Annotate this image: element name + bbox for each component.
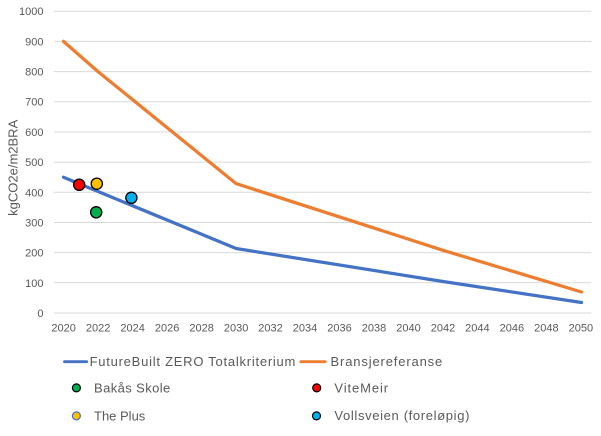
- svg-text:2044: 2044: [465, 323, 489, 335]
- svg-text:2042: 2042: [431, 323, 455, 335]
- svg-text:600: 600: [25, 127, 43, 139]
- svg-text:2038: 2038: [362, 323, 386, 335]
- svg-text:0: 0: [37, 308, 43, 320]
- svg-text:2030: 2030: [224, 323, 248, 335]
- svg-text:2028: 2028: [189, 323, 213, 335]
- svg-text:FutureBuilt ZERO Totalkriteriu: FutureBuilt ZERO Totalkriterium: [90, 354, 297, 369]
- svg-text:2022: 2022: [86, 323, 110, 335]
- svg-text:800: 800: [25, 67, 43, 79]
- svg-text:Bakås Skole: Bakås Skole: [94, 381, 171, 396]
- svg-text:kgCO2e/m2BRA: kgCO2e/m2BRA: [6, 119, 21, 215]
- svg-text:2032: 2032: [258, 323, 282, 335]
- svg-text:200: 200: [25, 248, 43, 260]
- svg-text:700: 700: [25, 97, 43, 109]
- svg-text:500: 500: [25, 157, 43, 169]
- svg-text:300: 300: [25, 218, 43, 230]
- svg-text:400: 400: [25, 187, 43, 199]
- svg-text:1000: 1000: [19, 6, 43, 18]
- svg-text:2036: 2036: [327, 323, 351, 335]
- svg-text:2040: 2040: [396, 323, 420, 335]
- svg-text:900: 900: [25, 36, 43, 48]
- svg-text:2020: 2020: [51, 323, 75, 335]
- svg-text:100: 100: [25, 278, 43, 290]
- svg-text:Vollsveien (foreløpig): Vollsveien (foreløpig): [334, 408, 470, 423]
- svg-text:2050: 2050: [569, 323, 593, 335]
- svg-text:The Plus: The Plus: [94, 408, 146, 423]
- svg-text:ViteMeir: ViteMeir: [334, 381, 389, 396]
- svg-text:2048: 2048: [534, 323, 558, 335]
- svg-text:2024: 2024: [120, 323, 144, 335]
- svg-text:2026: 2026: [155, 323, 179, 335]
- svg-text:2046: 2046: [500, 323, 524, 335]
- svg-text:2034: 2034: [293, 323, 317, 335]
- svg-text:Bransjereferanse: Bransjereferanse: [331, 354, 444, 369]
